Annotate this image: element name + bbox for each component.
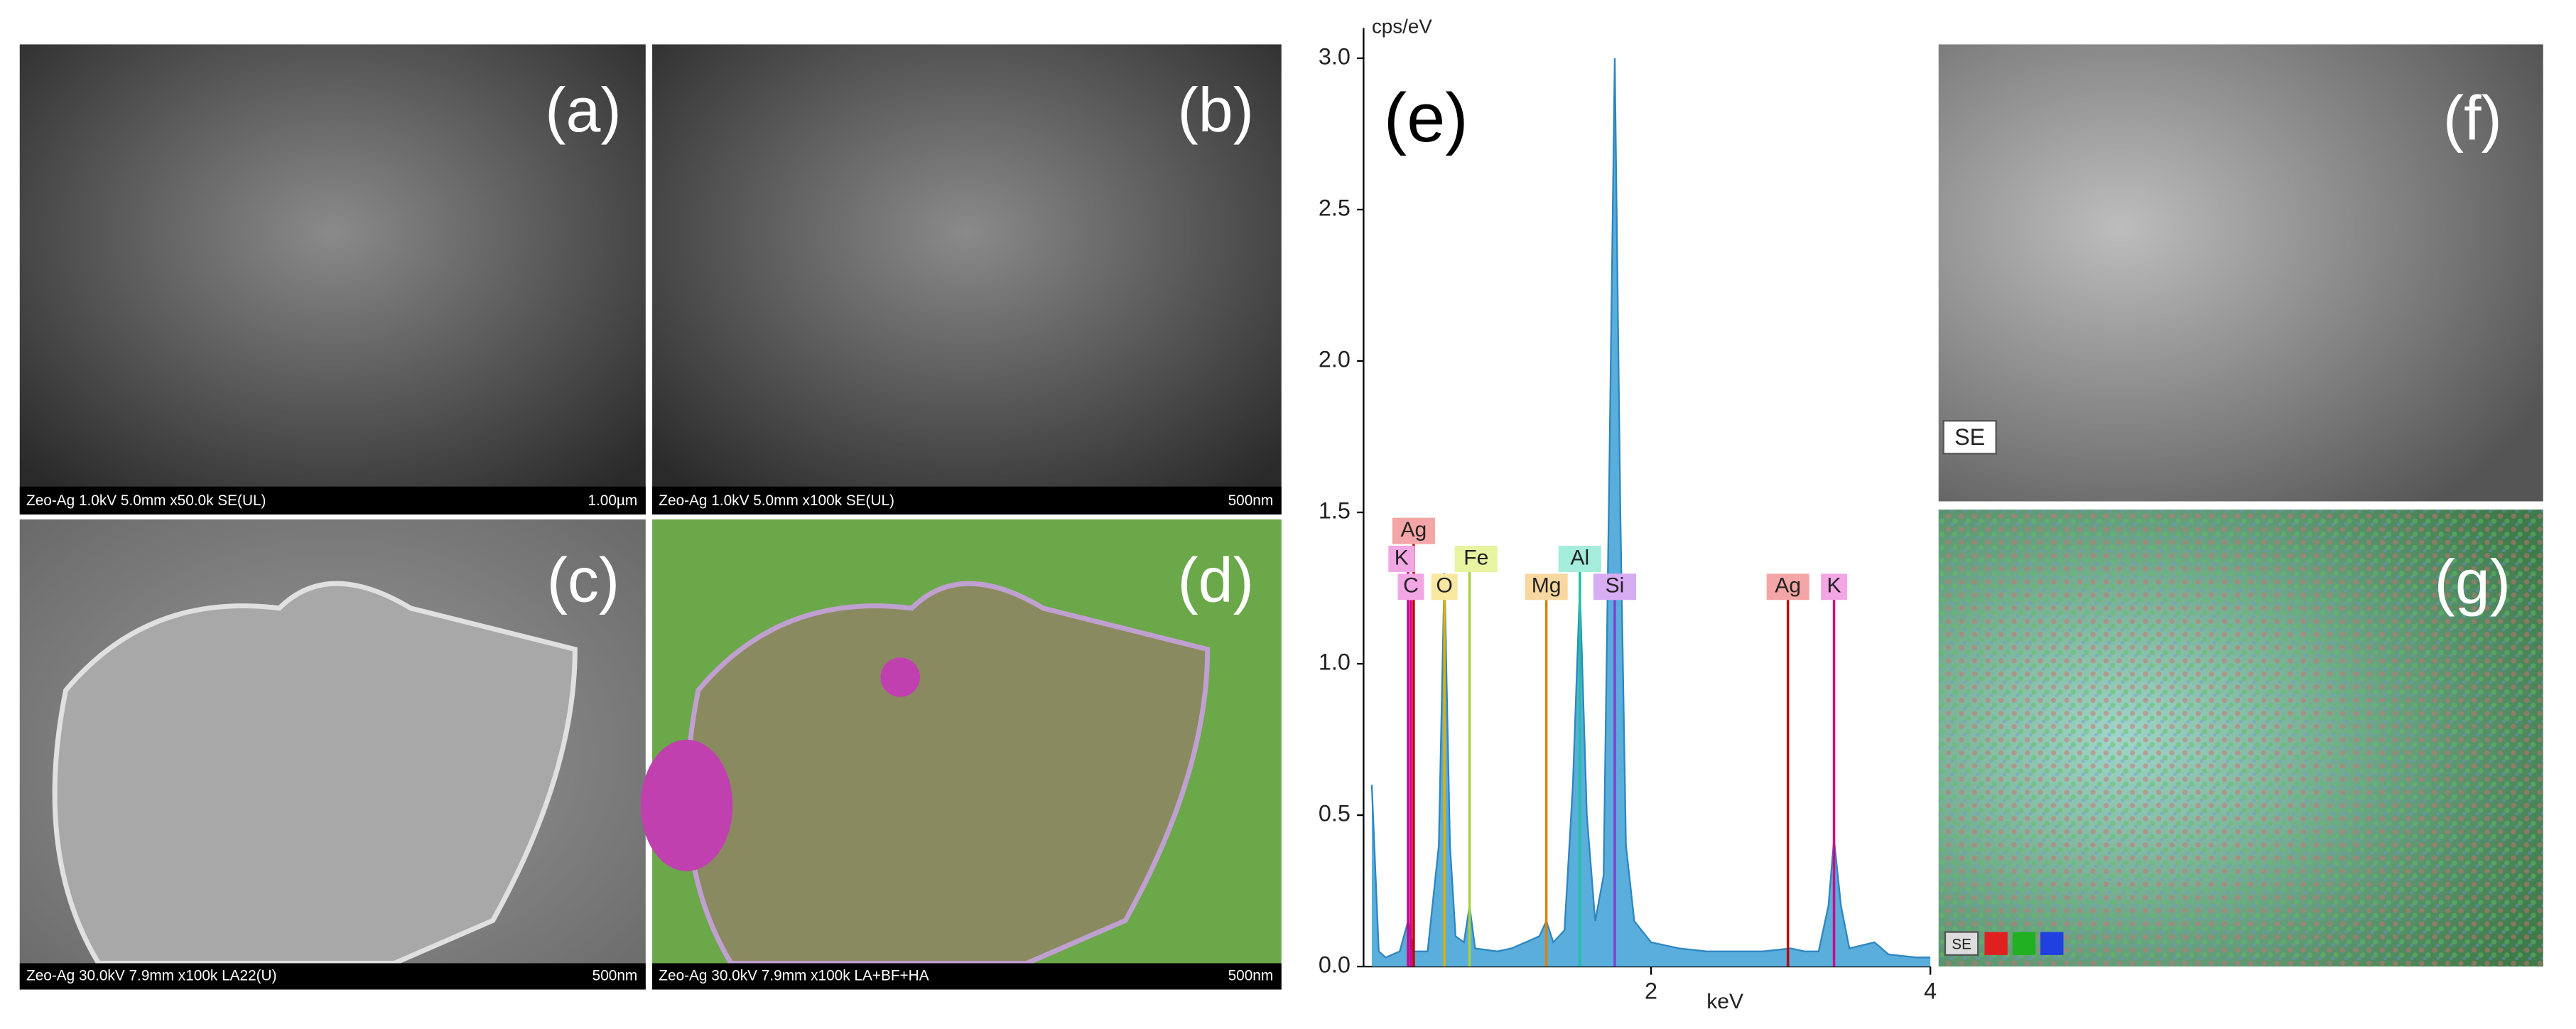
caption: Zeo-Ag 1.0kV 5.0mm x50.0k SE(UL) (26, 492, 266, 509)
element-box (1431, 573, 1458, 600)
particle (640, 739, 733, 871)
y-tick-label: 1.5 (1319, 498, 1351, 524)
panel-label: (a) (545, 75, 621, 145)
panel-label: (e) (1384, 79, 1468, 156)
panel-label: (d) (1178, 545, 1254, 615)
caption-bar (652, 486, 1282, 514)
scale: 500nm (592, 967, 638, 984)
element-box (1454, 545, 1498, 572)
element-box (1525, 573, 1568, 600)
x-tick-label: 4 (1924, 979, 1937, 1004)
element-box (1558, 545, 1601, 572)
eds-map-speckle (1938, 510, 2543, 967)
caption: Zeo-Ag 30.0kV 7.9mm x100k LA+BF+HA (659, 967, 929, 984)
element-label: Mg (1532, 574, 1562, 598)
caption-bar (19, 963, 646, 990)
caption-bar (19, 486, 646, 514)
y-tick-label: 2.5 (1319, 195, 1351, 221)
legend-swatch (2012, 932, 2036, 955)
y-tick-label: 2.0 (1319, 347, 1351, 372)
panel-label: (c) (547, 545, 619, 615)
legend-swatch (2040, 932, 2064, 955)
panel-label: (g) (2435, 546, 2511, 617)
tag: SE (1954, 424, 1985, 450)
y-tick-label: 0.5 (1319, 801, 1351, 826)
panel-label: (f) (2443, 83, 2502, 153)
element-label: O (1436, 574, 1452, 598)
caption: Zeo-Ag 1.0kV 5.0mm x100k SE(UL) (659, 492, 894, 509)
element-box (1392, 517, 1435, 544)
element-box (1397, 573, 1424, 600)
plot-area (1363, 28, 1931, 965)
legend-swatch (1984, 932, 2008, 955)
element-box (1766, 573, 1809, 600)
y-tick-label: 3.0 (1319, 43, 1351, 69)
panel-label: (b) (1178, 75, 1254, 145)
element-label: Al (1570, 546, 1589, 569)
tag: SE (1952, 937, 1971, 953)
element-label: Ag (1401, 518, 1427, 542)
y-axis-label: cps/eV (1372, 16, 1432, 38)
y-tick-label: 1.0 (1319, 650, 1351, 675)
y-tick-label: 0.0 (1319, 952, 1351, 978)
element-label: C (1403, 574, 1419, 598)
particle (684, 581, 1211, 966)
sem-image (652, 44, 1282, 514)
element-label: Fe (1463, 546, 1488, 569)
particle (52, 581, 578, 966)
element-box (1388, 545, 1415, 572)
scale: 500nm (1228, 967, 1274, 984)
tag-box (1942, 419, 1997, 455)
sem-image (19, 44, 646, 514)
tag-box (1944, 931, 1979, 957)
scale: 500nm (1228, 492, 1274, 509)
particle (880, 657, 920, 697)
element-box (1821, 573, 1848, 600)
spectrum-line (1370, 58, 1931, 959)
element-box (1593, 573, 1637, 600)
x-tick-label: 2 (1645, 979, 1657, 1004)
caption: Zeo-Ag 30.0kV 7.9mm x100k LA22(U) (26, 967, 277, 984)
sem-image (1938, 44, 2543, 502)
element-label: Si (1606, 574, 1625, 598)
scale: 1.00µm (588, 492, 637, 509)
element-label: Ag (1775, 574, 1801, 598)
element-label: K (1827, 574, 1841, 598)
x-axis-label: keV (1706, 990, 1743, 1013)
element-label: K (1395, 546, 1409, 569)
caption-bar (652, 963, 1282, 990)
